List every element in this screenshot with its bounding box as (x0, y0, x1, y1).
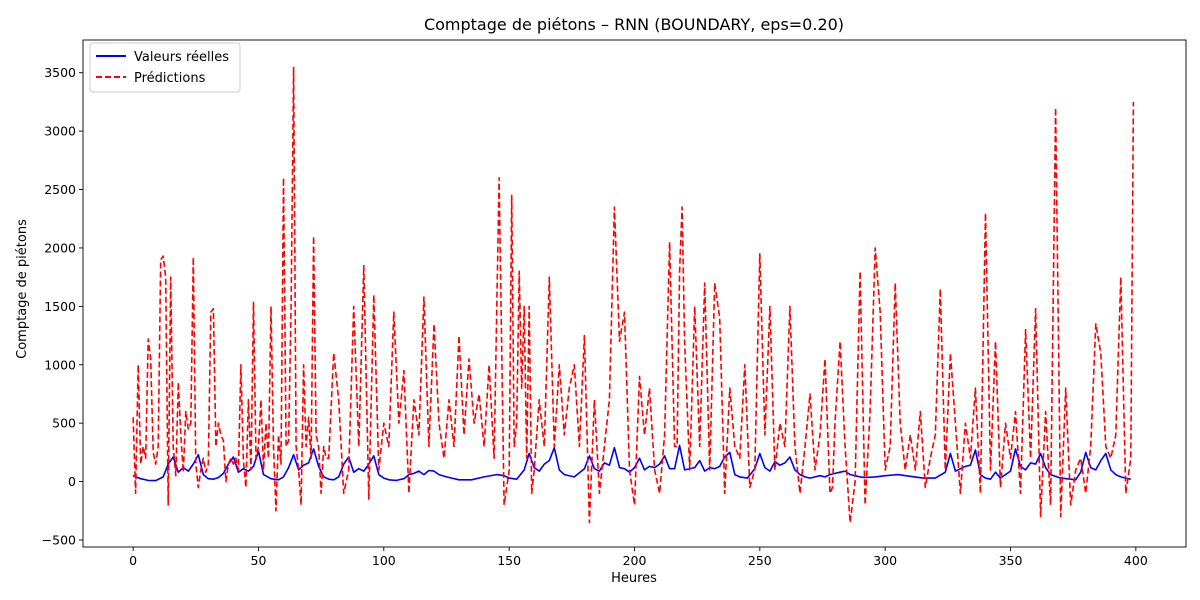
x-tick-label: 400 (1124, 553, 1148, 568)
series-line-actual (132, 444, 1131, 482)
y-tick-label: 1000 (44, 357, 76, 372)
axis-ticks: 0 50 100 150 200 250 300 350 400 −500 0 500 1000 1500… (42, 65, 1148, 568)
y-tick-label: 1500 (44, 299, 76, 314)
y-axis-label: Comptage de piétons (15, 219, 30, 359)
y-tick-label: −500 (42, 532, 76, 547)
y-tick-label: 0 (68, 474, 76, 489)
legend: Valeurs réelles Prédictions (89, 42, 241, 93)
x-tick-label: 50 (251, 553, 267, 568)
series-layer (132, 66, 1135, 524)
legend-label-predictions: Prédictions (134, 71, 206, 86)
legend-box (89, 42, 241, 93)
x-tick-label: 350 (999, 553, 1023, 568)
x-tick-label: 0 (129, 553, 137, 568)
x-tick-label: 250 (748, 553, 772, 568)
chart-title: Comptage de piétons – RNN (BOUNDARY, eps… (424, 15, 844, 34)
series-line-predictions (132, 66, 1135, 524)
y-tick-label: 2000 (44, 240, 76, 255)
legend-label-actual: Valeurs réelles (134, 50, 229, 65)
x-tick-label: 300 (873, 553, 897, 568)
y-tick-label: 3500 (44, 65, 76, 80)
y-tick-label: 3000 (44, 124, 76, 139)
y-tick-label: 500 (52, 416, 76, 431)
x-axis-label: Heures (611, 571, 657, 586)
y-tick-label: 2500 (44, 182, 76, 197)
x-tick-label: 150 (497, 553, 521, 568)
x-tick-label: 100 (372, 553, 396, 568)
x-tick-label: 200 (623, 553, 647, 568)
